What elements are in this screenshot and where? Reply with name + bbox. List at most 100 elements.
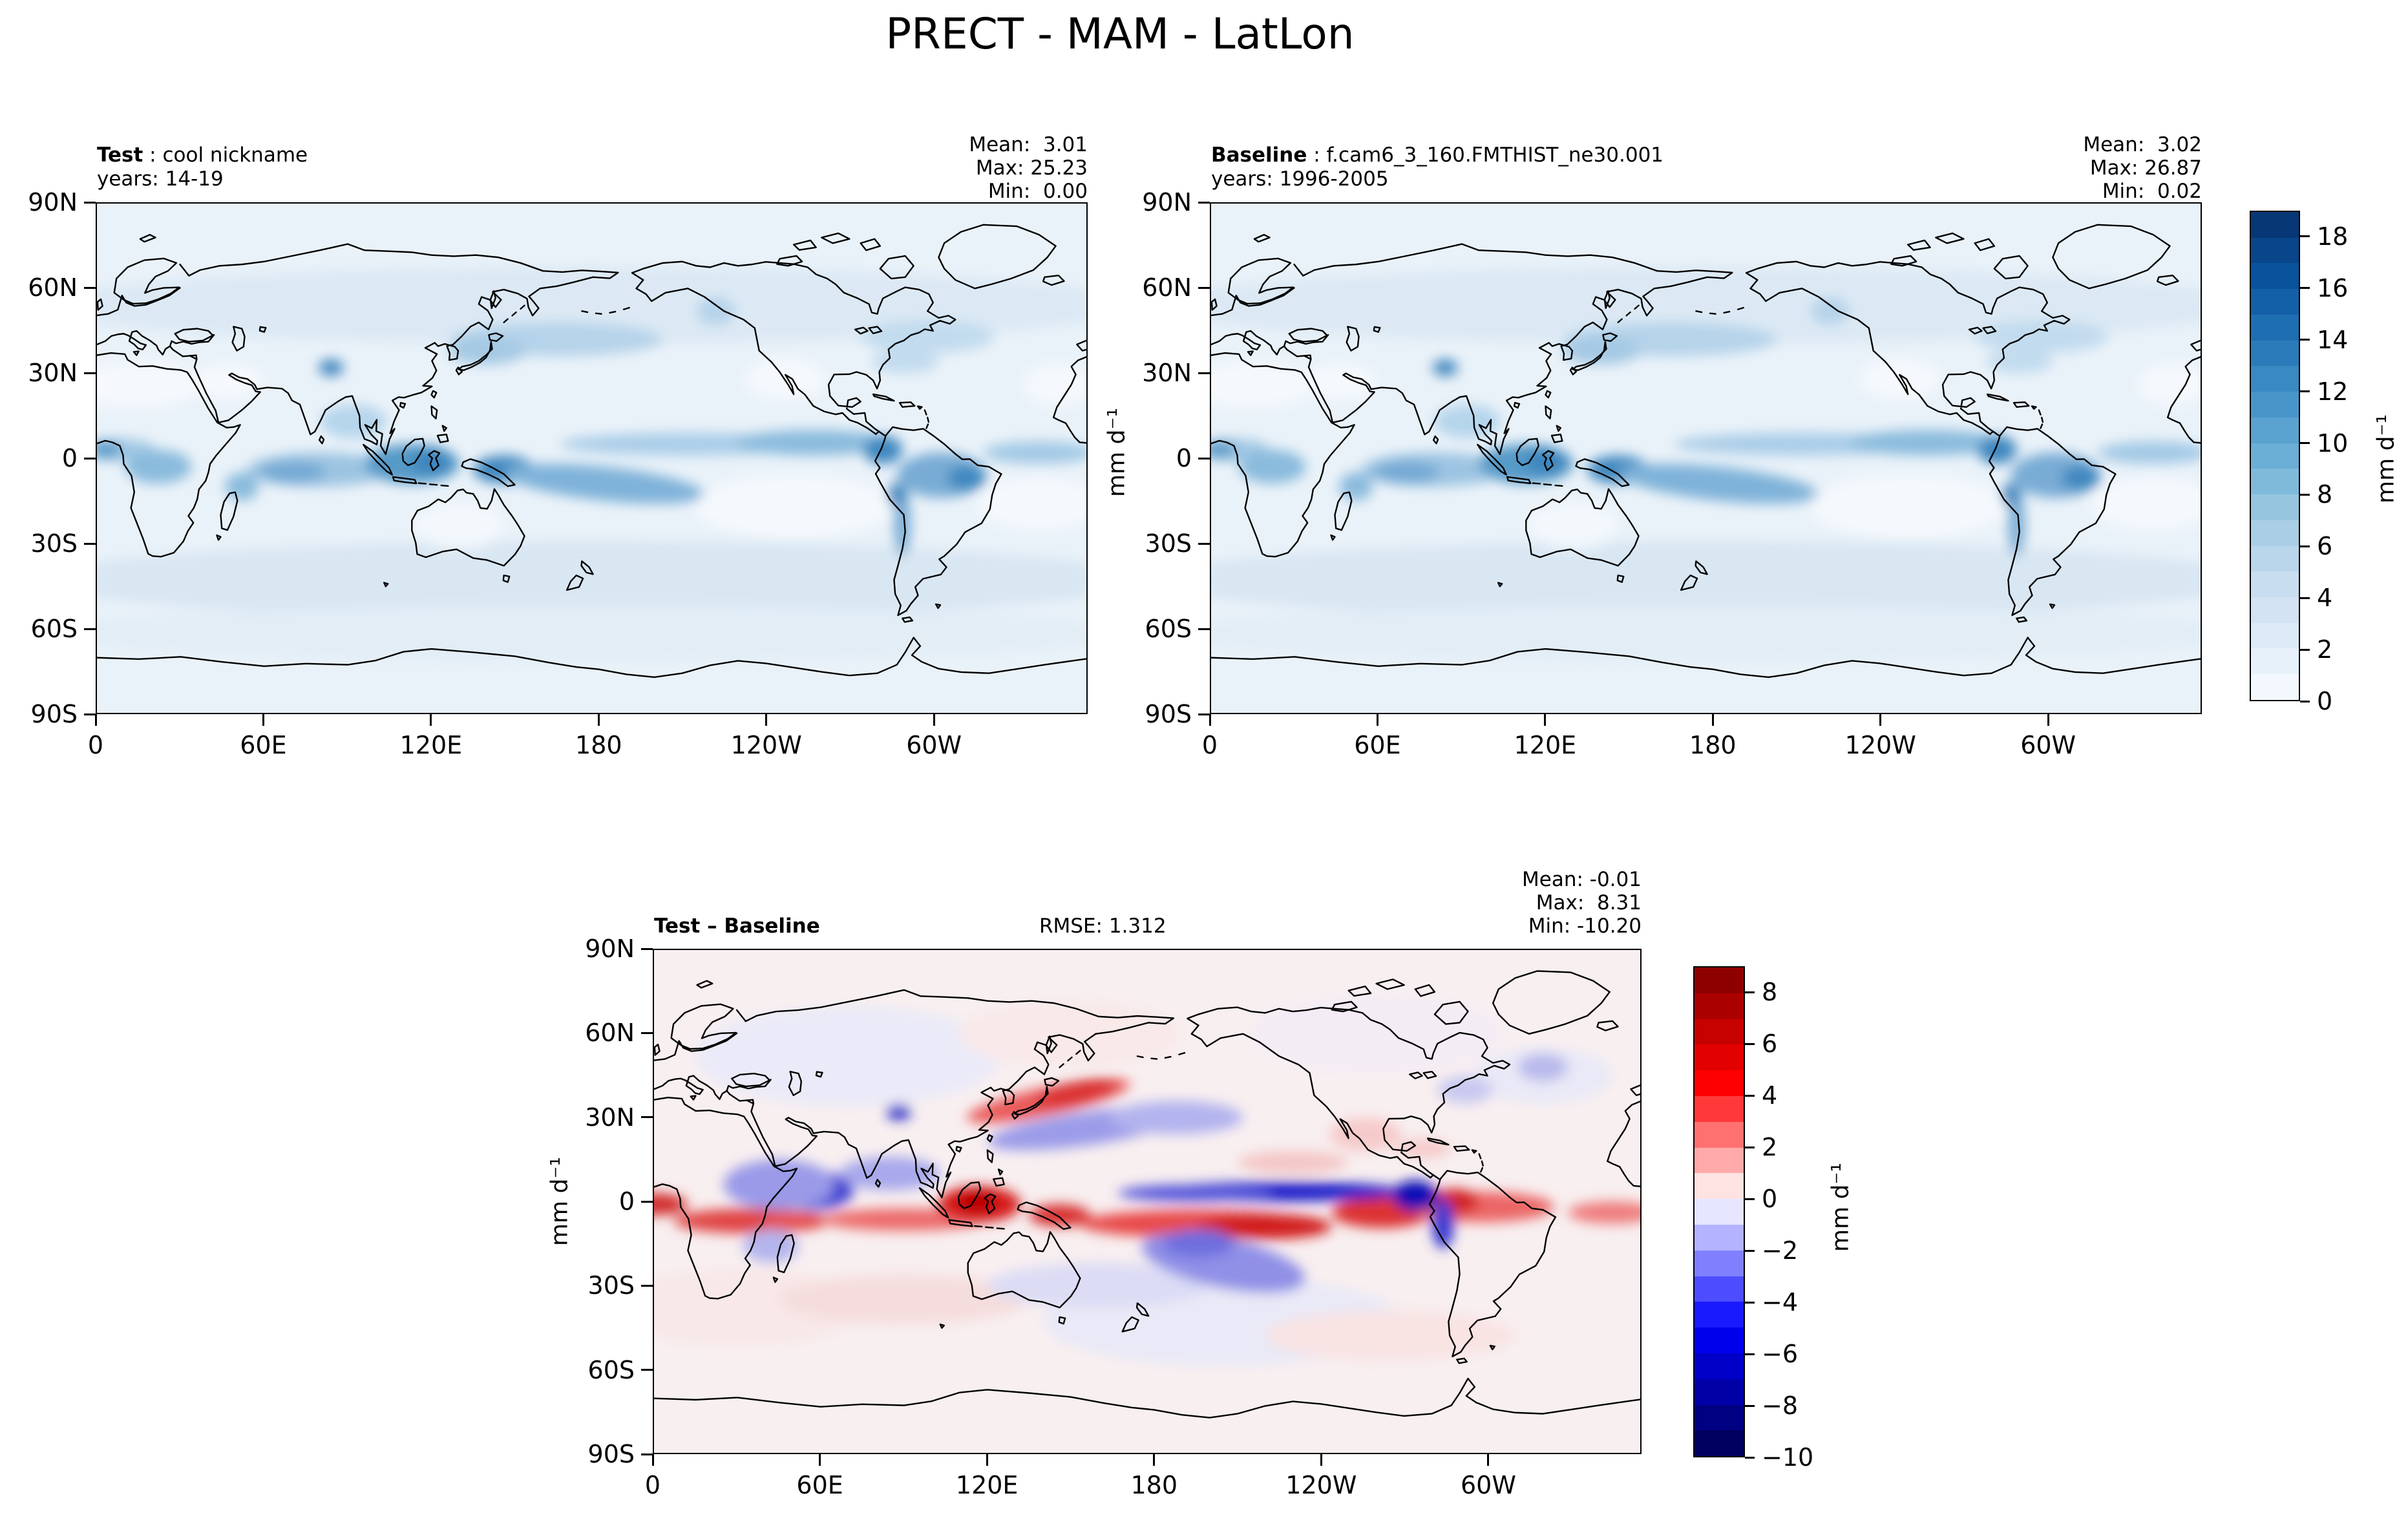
cb-diff-tick-label: −8 [1762,1391,1799,1420]
test-lon-tick [765,714,768,726]
diff-lon-tick [651,1454,654,1466]
cb-precip-segment [2251,648,2299,675]
cb-precip-tick-label: 4 [2317,584,2333,613]
cb-precip-tick-label: 6 [2317,532,2333,561]
blobs-baseline-field-blob [1432,359,1458,377]
blobs-diff-field-blob [1265,1310,1516,1361]
cb-diff-tick [1745,991,1755,993]
blobs-test-field-blob [97,441,122,458]
blobs-test-field-blob [194,365,262,399]
diff-lon-label: 60W [1460,1471,1516,1499]
cb-diff-tick [1745,1094,1755,1097]
blobs-baseline-field-blob [1373,461,1440,484]
baseline-panel-name: Baseline [1211,143,1307,167]
diff-lat-tick [641,1116,653,1119]
cb-diff-tick-label: 2 [1762,1133,1778,1161]
blobs-baseline-field-blob [2061,465,2100,491]
diff-lat-tick [641,1200,653,1203]
baseline-panel-case: : f.cam6_3_160.FMTHIST_ne30.001 [1307,143,1664,167]
baseline-lat-tick [1198,372,1210,374]
blobs-baseline-field-blob [1562,336,1641,365]
cb-precip-segment [2251,314,2299,341]
baseline-map-panel [1210,202,2202,714]
blobs-baseline-field-blob [1618,463,1819,504]
test-lat-tick [84,201,96,204]
baseline-lat-label: 30S [1145,529,1192,558]
cb-diff-segment [1695,1379,1744,1405]
diff-lat-tick [641,1031,653,1034]
blobs-test-field-blob [97,605,1086,662]
cb-diff-segment [1695,1404,1744,1431]
cb-precip-segment [2251,289,2299,315]
blobs-baseline-field-blob [1211,362,1315,408]
blobs-test-field-blob [1025,365,1086,405]
diff-lat-label: 90S [587,1440,635,1468]
blobs-baseline-field-blob [1977,435,2017,464]
cb-precip-segment [2251,212,2299,238]
diff-lon-label: 120E [955,1471,1019,1499]
diff-colorbar-unit: mm d⁻¹ [1827,1163,1854,1252]
blobs-baseline-field-blob [1211,266,2201,345]
blobs-diff-field-blob [1029,1204,1090,1227]
blobs-test-field-blob [863,435,903,464]
blobs-baseline-field-blob [1849,430,2006,456]
cb-precip-segment [2251,443,2299,469]
blobs-diff-field-blob [1035,1078,1117,1107]
cb-precip-segment [2251,340,2299,366]
diff-min: Min: -10.20 [1528,914,1642,938]
cb-diff-tick-label: 0 [1762,1185,1778,1213]
cb-diff-tick-label: 6 [1762,1030,1778,1058]
blobs-test-field-blob [97,362,200,408]
blobs-test-field-blob [448,336,527,365]
cb-precip-segment [2251,520,2299,546]
blobs-test-field-blob [225,472,259,501]
blobs-baseline-field-blob [1528,503,1618,549]
test-lon-label: 60W [906,731,962,759]
cb-diff-tick-label: 4 [1762,1081,1778,1110]
blobs-test-field-blob [504,463,704,504]
cb-diff-segment [1695,1302,1744,1328]
baseline-lon-label: 120E [1514,731,1577,759]
cb-precip-tick-label: 14 [2317,325,2349,354]
blobs-test-field-blob [696,297,735,326]
diff-lat-tick [641,1453,653,1455]
cb-diff-tick-label: −10 [1762,1443,1814,1472]
blobs-baseline-field-blob [1810,475,2006,538]
figure-title: PRECT - MAM - LatLon [885,9,1355,59]
baseline-lat-label: 90S [1145,700,1192,728]
cb-diff-tick-label: −6 [1762,1340,1799,1368]
test-lat-tick [84,286,96,289]
cb-diff-tick-label: −4 [1762,1288,1799,1316]
cb-precip-segment [2251,469,2299,495]
blobs-baseline-field-blob [2001,483,2021,507]
blobs-diff-field-blob [1329,1117,1402,1152]
blobs-baseline-field-blob [1211,441,1236,458]
blobs-test-field-blob [318,359,344,377]
cb-precip-segment [2251,263,2299,290]
blobs-baseline-field-blob [1239,449,1306,484]
cb-precip-tick [2300,442,2310,445]
blobs-diff-field-blob [1251,995,1502,1073]
test-panel-years: years: 14-19 [97,167,224,191]
baseline-lon-tick [1376,714,1378,726]
test-lat-tick [84,542,96,545]
diff-lon-label: 60E [796,1471,843,1499]
blobs-test-field-blob [947,465,986,491]
cb-precip-tick-label: 0 [2317,687,2333,715]
test-lat-label: 30N [28,359,78,387]
baseline-lat-label: 30N [1142,359,1192,387]
blobs-test-field-blob [894,489,911,558]
test-lat-label: 0 [61,444,78,472]
test-lon-label: 180 [575,731,622,759]
cb-precip-tick-label: 18 [2317,222,2349,251]
baseline-lon-label: 120W [1844,731,1916,759]
cb-precip-tick [2300,235,2310,238]
cb-precip-tick [2300,700,2310,703]
cb-precip-tick-label: 2 [2317,635,2333,664]
cb-diff-segment [1695,1353,1744,1379]
cb-precip-tick-label: 16 [2317,273,2349,302]
blobs-diff-field-blob [1162,1229,1235,1258]
test-lon-label: 120E [399,731,463,759]
cb-diff-segment [1695,967,1744,993]
blobs-baseline-field-blob [1308,365,1376,399]
